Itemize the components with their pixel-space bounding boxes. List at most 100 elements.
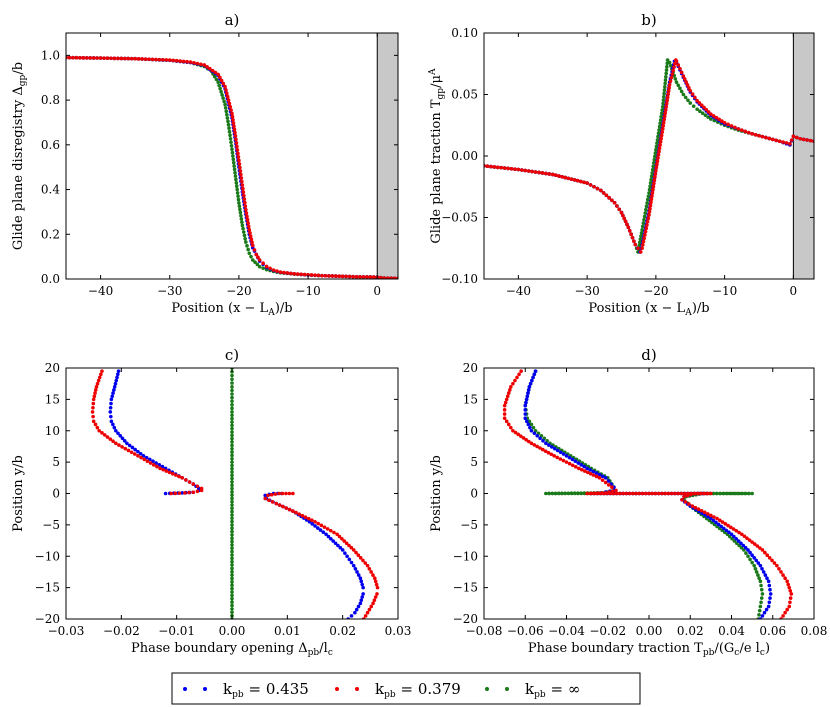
data-point [662, 114, 667, 119]
chart-panel-b: −40 −30 −20 −10 0 −0.10 −0.05 0.00 0.05 0.10 b) Pos… [428, 11, 815, 318]
data-point [643, 233, 647, 237]
data-point [324, 532, 328, 537]
data-point [679, 491, 684, 496]
data-point [544, 171, 548, 176]
data-point [711, 114, 716, 118]
data-point [537, 170, 541, 175]
data-point [746, 548, 750, 552]
data-point [669, 75, 674, 80]
data-point [569, 491, 574, 496]
data-point [601, 491, 606, 496]
data-point [230, 476, 234, 481]
data-point [238, 210, 243, 215]
y-tick-label: 20 [45, 361, 60, 375]
data-point [210, 68, 215, 73]
data-point [243, 236, 247, 241]
data-point [385, 276, 390, 279]
data-point [757, 608, 762, 613]
data-point [136, 454, 140, 458]
data-point [779, 570, 783, 574]
data-point [112, 388, 116, 392]
data-point [640, 491, 645, 496]
series-group [484, 58, 814, 254]
data-point [753, 132, 758, 137]
data-point [530, 378, 534, 383]
data-point [221, 81, 226, 86]
data-point [750, 491, 754, 496]
data-point [309, 273, 314, 277]
data-point [266, 493, 270, 498]
data-point [245, 217, 250, 222]
x-tick-label: 0.04 [718, 624, 745, 638]
data-point [216, 72, 220, 77]
data-point [572, 178, 577, 182]
data-point [150, 57, 155, 62]
data-point [230, 513, 234, 517]
data-point [91, 414, 95, 419]
data-point [91, 56, 96, 60]
data-point [96, 378, 101, 383]
data-point [770, 558, 774, 563]
data-point [642, 236, 646, 241]
data-point [789, 592, 794, 596]
data-point [132, 452, 137, 456]
data-point [529, 441, 534, 446]
data-point [648, 184, 652, 189]
data-point [230, 443, 234, 448]
data-point [245, 214, 249, 219]
data-point [546, 450, 551, 455]
data-point [170, 471, 175, 476]
data-point [637, 491, 642, 496]
data-point [624, 491, 629, 496]
data-point [230, 496, 234, 501]
data-point [230, 603, 234, 608]
y-tick-label: 10 [45, 424, 60, 438]
data-point [347, 557, 352, 562]
legend-marker [355, 687, 359, 691]
data-point [325, 527, 330, 531]
data-point [502, 408, 507, 412]
data-point [230, 480, 234, 484]
data-point [356, 573, 361, 577]
data-point [375, 592, 379, 596]
data-point [319, 523, 324, 528]
data-point [365, 610, 370, 615]
data-point [617, 491, 622, 496]
data-point [224, 88, 228, 92]
data-point [230, 150, 235, 155]
data-point [233, 134, 238, 138]
data-point [554, 173, 558, 178]
data-point [221, 96, 225, 100]
data-point [229, 140, 233, 145]
data-point [672, 65, 676, 69]
data-point [332, 530, 336, 535]
data-point [323, 273, 328, 278]
data-point [598, 491, 602, 496]
data-point [722, 491, 726, 496]
data-point [291, 491, 295, 496]
data-point [236, 151, 240, 156]
data-point [640, 246, 644, 251]
x-tick-label: −40 [88, 284, 113, 298]
data-point [531, 425, 536, 430]
data-point [766, 604, 771, 609]
data-point [665, 95, 670, 100]
data-point [315, 526, 320, 530]
data-point [94, 385, 99, 389]
data-point [648, 206, 652, 211]
data-point [235, 144, 239, 149]
data-point [358, 576, 363, 581]
data-point [256, 255, 260, 259]
data-point [93, 388, 98, 392]
data-point [127, 443, 132, 448]
data-point [754, 570, 759, 574]
data-point [242, 197, 247, 201]
data-point [230, 553, 234, 557]
data-point [492, 165, 497, 169]
data-point [529, 428, 534, 433]
data-point [573, 465, 578, 469]
x-tick-label: 0.06 [759, 624, 786, 638]
data-point [174, 58, 179, 63]
data-point [254, 252, 259, 257]
data-point [338, 545, 343, 550]
